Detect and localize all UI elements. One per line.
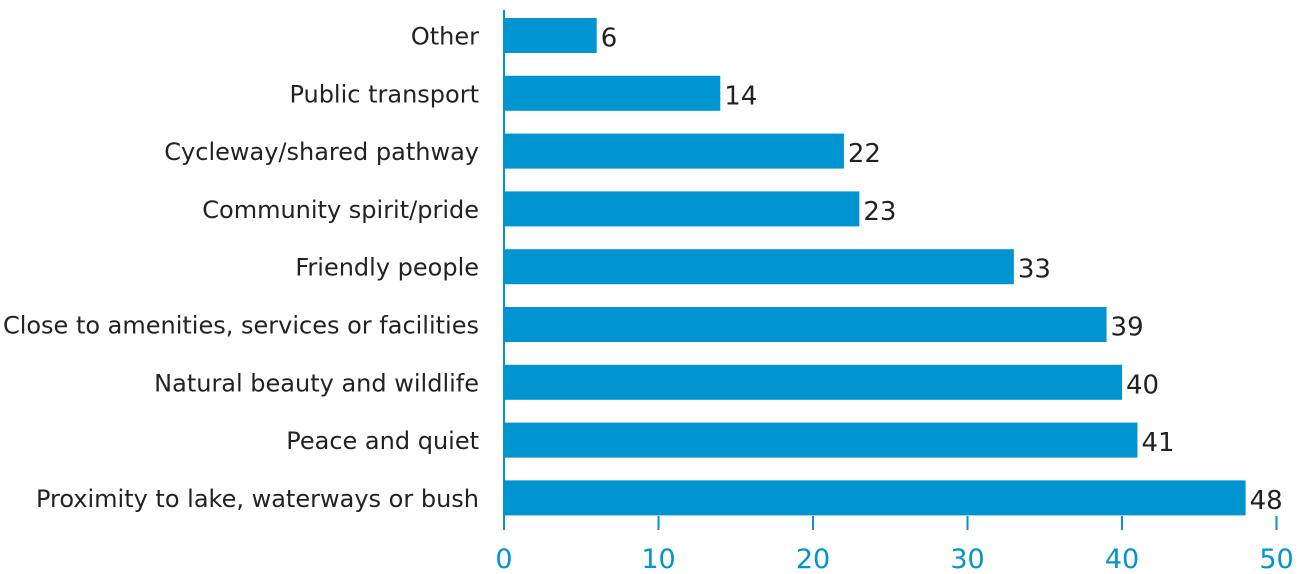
- category-label: Public transport: [289, 80, 479, 108]
- value-label: 23: [863, 197, 896, 227]
- value-label: 14: [724, 81, 757, 111]
- value-label: 33: [1018, 255, 1051, 285]
- category-label: Proximity to lake, waterways or bush: [36, 485, 479, 513]
- category-label: Peace and quiet: [286, 427, 479, 455]
- x-tick-label: 10: [641, 544, 675, 574]
- value-label: 6: [601, 24, 618, 54]
- bar: [504, 75, 721, 111]
- category-label: Close to amenities, services or faciliti…: [3, 312, 479, 340]
- value-label: 40: [1126, 370, 1159, 400]
- bar: [504, 364, 1122, 400]
- bar: [504, 422, 1138, 458]
- value-label: 41: [1141, 428, 1174, 458]
- bar: [504, 191, 860, 227]
- value-label: 39: [1111, 313, 1144, 343]
- category-label: Other: [411, 23, 479, 51]
- value-label: 22: [848, 139, 881, 169]
- bar: [504, 480, 1246, 516]
- category-label: Natural beauty and wildlife: [154, 369, 479, 397]
- category-label: Cycleway/shared pathway: [164, 138, 479, 166]
- value-label: 48: [1250, 486, 1283, 516]
- x-tick-label: 20: [796, 544, 830, 574]
- x-tick-label: 50: [1259, 544, 1293, 574]
- x-tick-label: 40: [1105, 544, 1139, 574]
- category-label: Friendly people: [295, 254, 479, 282]
- category-label: Community spirit/pride: [202, 196, 479, 224]
- bar: [504, 249, 1014, 285]
- x-tick-label: 0: [495, 544, 512, 574]
- x-tick-label: 30: [950, 544, 984, 574]
- bar: [504, 133, 844, 169]
- bar: [504, 307, 1107, 342]
- bar: [504, 18, 597, 53]
